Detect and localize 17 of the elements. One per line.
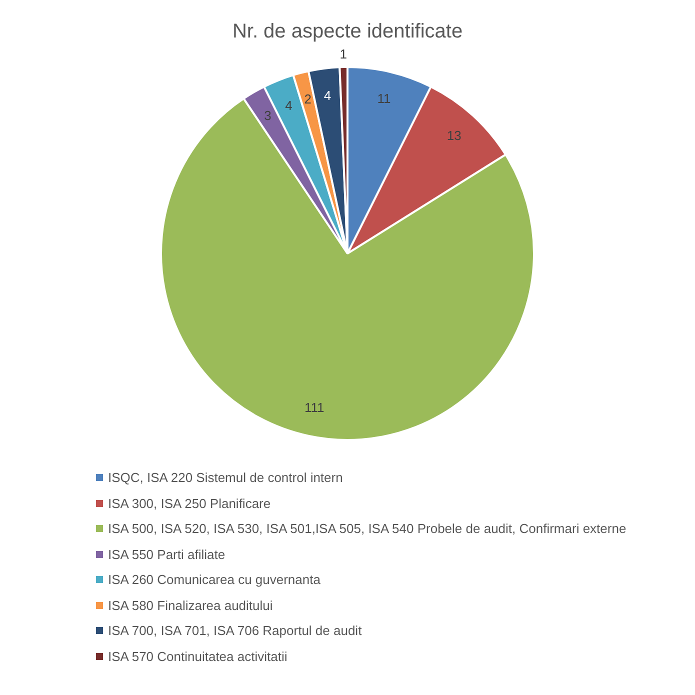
data-label: 4 (285, 98, 292, 113)
data-label: 3 (264, 108, 272, 124)
legend-label: ISA 500, ISA 520, ISA 530, ISA 501,ISA 505, ISA 540 Probele de audit, Confirmari externe (108, 521, 626, 536)
legend-label: ISA 300, ISA 250 Planificare (108, 496, 271, 511)
data-label: 13 (446, 128, 462, 143)
legend-label: ISA 700, ISA 701, ISA 706 Raportul de audit (108, 623, 362, 638)
legend-label: ISA 260 Comunicarea cu guvernanta (108, 572, 320, 588)
data-label: 2 (304, 92, 312, 107)
data-label: 111 (304, 400, 324, 416)
data-label: 4 (324, 88, 332, 103)
legend-label: ISA 580 Finalizarea auditului (108, 598, 273, 613)
legend-label: ISA 570 Continuitatea activitatii (108, 648, 288, 664)
data-label: 11 (377, 90, 391, 106)
data-label: 1 (340, 46, 347, 62)
legend-label: ISQC, ISA 220 Sistemul de control intern (108, 470, 343, 486)
legend-label: ISA 550 Parti afiliate (108, 546, 226, 562)
chart-title: Nr. de aspecte identificate (232, 20, 463, 43)
